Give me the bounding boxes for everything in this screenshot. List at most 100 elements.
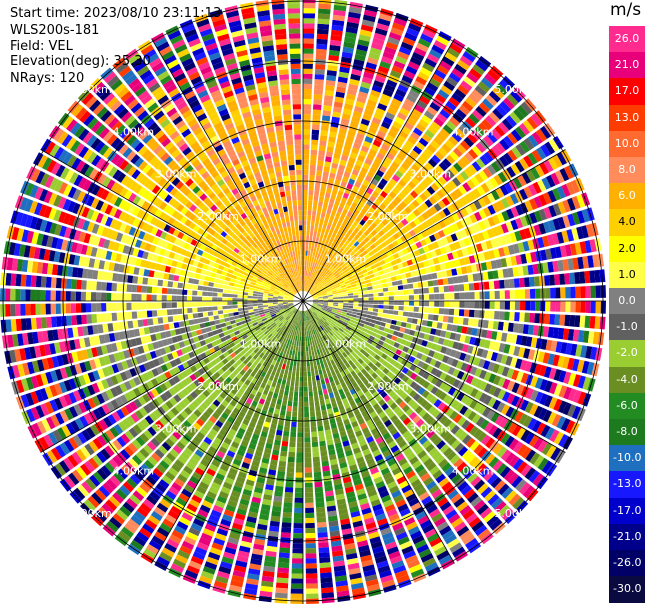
velocity-gate bbox=[389, 271, 396, 277]
velocity-gate bbox=[281, 363, 286, 370]
velocity-gate bbox=[478, 209, 487, 219]
velocity-gate bbox=[310, 220, 315, 227]
velocity-gate bbox=[314, 287, 319, 292]
velocity-gate bbox=[482, 194, 491, 206]
velocity-gate bbox=[509, 111, 521, 124]
velocity-gate bbox=[390, 199, 399, 208]
velocity-gate bbox=[494, 311, 500, 320]
velocity-gate bbox=[368, 260, 375, 266]
velocity-gate bbox=[495, 259, 503, 269]
velocity-gate bbox=[327, 307, 333, 311]
velocity-gate bbox=[292, 350, 296, 356]
velocity-gate bbox=[566, 229, 575, 242]
velocity-gate bbox=[294, 381, 299, 387]
velocity-gate bbox=[354, 256, 360, 262]
velocity-gate bbox=[323, 283, 329, 287]
velocity-gate bbox=[312, 272, 315, 278]
velocity-gate bbox=[365, 279, 372, 284]
velocity-gate bbox=[520, 301, 526, 311]
velocity-gate bbox=[563, 371, 572, 385]
velocity-gate bbox=[402, 333, 409, 340]
velocity-gate bbox=[326, 278, 332, 283]
velocity-gate bbox=[306, 351, 309, 357]
velocity-gate bbox=[358, 171, 366, 179]
velocity-gate bbox=[424, 301, 430, 307]
velocity-gate bbox=[309, 174, 315, 181]
velocity-gate bbox=[288, 451, 296, 458]
velocity-gate bbox=[345, 254, 352, 260]
velocity-gate bbox=[439, 246, 447, 255]
velocity-gate bbox=[511, 146, 522, 159]
velocity-gate bbox=[308, 200, 313, 206]
velocity-gate bbox=[275, 587, 288, 594]
velocity-gate bbox=[389, 227, 397, 235]
velocity-gate bbox=[485, 240, 493, 250]
velocity-gate bbox=[289, 365, 293, 371]
velocity-gate bbox=[464, 301, 470, 308]
velocity-gate bbox=[326, 264, 332, 270]
velocity-gate bbox=[321, 290, 327, 294]
velocity-gate bbox=[292, 365, 297, 372]
velocity-gate bbox=[423, 307, 430, 313]
velocity-gate bbox=[389, 219, 397, 227]
velocity-gate bbox=[481, 118, 493, 131]
velocity-gate bbox=[540, 125, 552, 139]
velocity-gate bbox=[362, 215, 369, 222]
velocity-gate bbox=[411, 199, 420, 208]
velocity-gate bbox=[437, 278, 444, 286]
velocity-gate bbox=[457, 317, 464, 325]
velocity-gate bbox=[552, 260, 559, 272]
velocity-gate bbox=[398, 306, 404, 311]
velocity-gate bbox=[328, 303, 334, 306]
velocity-gate bbox=[451, 92, 463, 104]
velocity-gate bbox=[311, 134, 319, 141]
velocity-gate bbox=[229, 316, 235, 321]
velocity-gate bbox=[316, 247, 320, 253]
velocity-gate bbox=[312, 267, 316, 273]
velocity-gate bbox=[320, 404, 327, 411]
velocity-gate bbox=[444, 139, 455, 150]
velocity-gate bbox=[495, 237, 503, 247]
velocity-gate bbox=[451, 68, 464, 79]
velocity-gate bbox=[277, 562, 290, 569]
velocity-gate bbox=[520, 372, 529, 384]
velocity-gate bbox=[351, 68, 362, 76]
velocity-gate bbox=[416, 255, 423, 263]
velocity-gate bbox=[449, 349, 457, 358]
velocity-gate bbox=[300, 366, 303, 372]
velocity-gate bbox=[540, 249, 547, 261]
velocity-gate bbox=[537, 351, 545, 363]
velocity-gate bbox=[473, 222, 482, 233]
velocity-gate bbox=[356, 223, 363, 230]
velocity-gate bbox=[448, 285, 455, 292]
velocity-gate bbox=[463, 354, 472, 363]
velocity-gate bbox=[371, 281, 377, 286]
velocity-gate bbox=[444, 301, 450, 308]
velocity-gate bbox=[499, 101, 512, 113]
velocity-gate bbox=[366, 199, 374, 207]
velocity-gate bbox=[464, 205, 474, 215]
velocity-gate bbox=[316, 231, 321, 238]
velocity-gate bbox=[311, 370, 315, 377]
velocity-gate bbox=[327, 141, 335, 148]
velocity-gate bbox=[321, 289, 326, 293]
velocity-gate bbox=[519, 215, 528, 227]
velocity-gate bbox=[429, 206, 438, 215]
velocity-gate bbox=[377, 103, 388, 111]
velocity-gate bbox=[474, 173, 484, 184]
velocity-gate bbox=[313, 273, 317, 279]
velocity-gate bbox=[501, 197, 510, 209]
velocity-gate bbox=[495, 353, 503, 363]
velocity-gate bbox=[331, 209, 337, 216]
velocity-gate bbox=[396, 213, 405, 221]
velocity-gate bbox=[335, 284, 341, 288]
velocity-gate bbox=[315, 405, 321, 412]
velocity-gate bbox=[328, 272, 333, 278]
velocity-gate bbox=[306, 276, 308, 282]
velocity-gate bbox=[364, 321, 371, 326]
velocity-gate bbox=[306, 588, 319, 594]
velocity-gate bbox=[331, 162, 339, 169]
velocity-gate bbox=[337, 218, 344, 225]
velocity-gate bbox=[381, 218, 389, 226]
velocity-gate bbox=[431, 272, 438, 280]
